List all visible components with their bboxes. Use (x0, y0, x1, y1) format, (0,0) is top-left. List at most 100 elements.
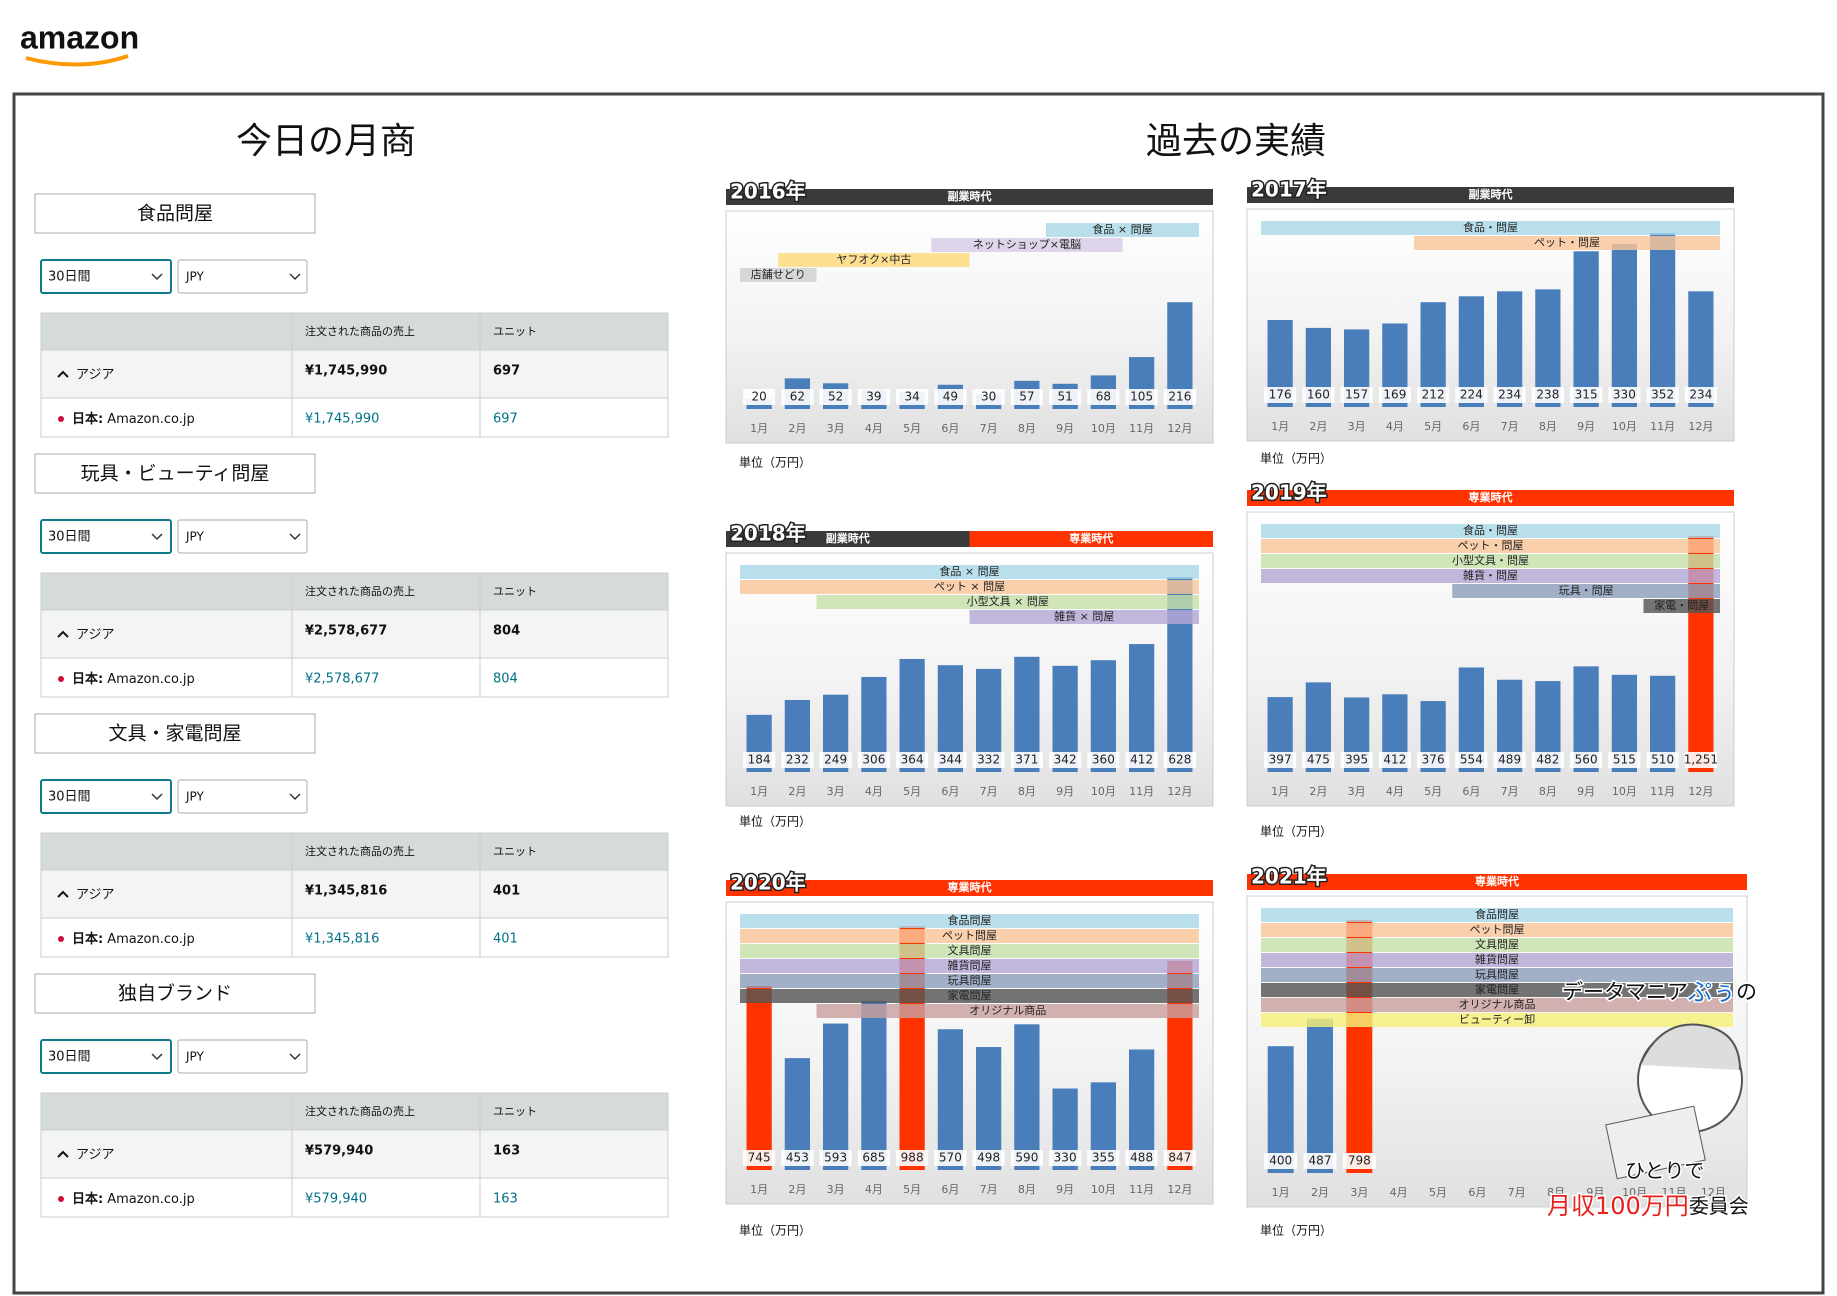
value-label: 371 (1015, 753, 1038, 767)
x-tick-label: 6月 (941, 422, 959, 435)
column-header: 注文された商品の売上 (305, 584, 415, 598)
x-tick-label: 11月 (1650, 420, 1675, 433)
bar (1611, 243, 1637, 407)
value-label: 232 (786, 753, 809, 767)
column-header: 注文された商品の売上 (305, 844, 415, 858)
bar (861, 1000, 887, 1170)
value-label: 397 (1269, 753, 1292, 767)
table-row (40, 349, 669, 399)
column-header: ユニット (493, 585, 537, 598)
chevron (289, 1053, 301, 1061)
card-name: 独自ブランド (118, 982, 232, 1005)
period-band (1261, 938, 1733, 952)
period-band (816, 595, 1199, 609)
period-label: 30日間 (48, 530, 91, 545)
period-band (1261, 923, 1733, 937)
value-label: 249 (824, 753, 847, 767)
value-label: 593 (824, 1151, 847, 1165)
value-label: 68 (1096, 390, 1111, 404)
x-tick-label: 4月 (865, 785, 883, 798)
currency-label: JPY (185, 1050, 205, 1064)
chevron (151, 533, 163, 541)
value-label-box (1264, 387, 1297, 403)
era-bar (1247, 874, 1747, 890)
market-name: Amazon.co.jp (107, 672, 195, 687)
period-band (969, 610, 1199, 624)
period-band-label: 玩具問屋 (948, 974, 992, 987)
value-label: 482 (1536, 753, 1559, 767)
value-label: 1,251 (1684, 753, 1718, 767)
unit-note: 単位（万円） (1260, 824, 1332, 839)
x-tick-label: 3月 (1350, 1186, 1368, 1199)
caret (57, 630, 69, 638)
table-header (40, 312, 669, 351)
card-name: 食品問屋 (137, 203, 213, 225)
value-label: 306 (862, 753, 885, 767)
x-tick-label: 10月 (1091, 1183, 1116, 1196)
x-tick-label: 11月 (1129, 785, 1154, 798)
x-tick-label: 1月 (1272, 1186, 1290, 1199)
table-row (40, 1177, 669, 1218)
bar (823, 1023, 849, 1170)
value-label-box (1417, 387, 1450, 403)
period-band-label: 家電問屋 (1475, 982, 1519, 996)
region-sales: ¥2,578,677 (305, 624, 387, 639)
card-name: 文具・家電問屋 (108, 723, 241, 745)
period-band (740, 974, 1199, 988)
period-band (740, 914, 1199, 928)
x-tick-label: 6月 (941, 785, 959, 798)
credit-part: の (1736, 980, 1757, 1004)
x-tick-label: 7月 (1501, 420, 1519, 433)
value-label-box (819, 752, 852, 768)
bar (1307, 1018, 1333, 1173)
x-tick-label: 8月 (1539, 785, 1557, 798)
value-label: 590 (1015, 1151, 1038, 1165)
period-band (1414, 236, 1720, 250)
value-label: 395 (1345, 753, 1368, 767)
period-select (40, 779, 172, 814)
x-tick-label: 3月 (827, 1183, 845, 1196)
value-label-box (1646, 752, 1679, 768)
card-name-box (34, 973, 316, 1014)
period-band-label: 食品・問屋 (1463, 220, 1518, 234)
unit-note: 単位（万円） (1260, 1223, 1332, 1238)
x-tick-label: 5月 (1429, 1186, 1447, 1199)
bar (1650, 233, 1676, 407)
value-label-box (934, 389, 967, 405)
bar (1267, 1046, 1294, 1173)
value-label-box (896, 389, 929, 405)
value-label-box (781, 752, 814, 768)
x-tick-label: 8月 (1018, 422, 1036, 435)
market-label: 日本: (72, 671, 103, 687)
credit-part: 委員会 (1689, 1194, 1749, 1218)
era-label: 副業時代 (826, 531, 870, 545)
value-label: 342 (1054, 753, 1077, 767)
era-label: 副業時代 (948, 189, 992, 203)
value-label-box (1340, 387, 1373, 403)
x-tick-label: 9月 (1586, 1186, 1604, 1199)
x-tick-label: 4月 (1386, 785, 1404, 798)
x-tick-label: 2月 (788, 1183, 806, 1196)
value-label-box (857, 389, 890, 405)
card-name: 玩具・ビューティ問屋 (81, 463, 270, 485)
value-label-box (743, 389, 776, 405)
table-row (40, 657, 669, 698)
column-header: ユニット (493, 845, 537, 858)
market-units: 697 (493, 412, 518, 427)
market-sales: ¥579,940 (305, 1192, 367, 1207)
period-band-label: 家電・問屋 (1654, 598, 1709, 612)
value-label-box (743, 752, 776, 768)
era-bar (726, 531, 970, 547)
value-label-box (1417, 752, 1450, 768)
value-label-box (1163, 389, 1196, 405)
x-tick-label: 6月 (941, 1183, 959, 1196)
period-band (740, 929, 1199, 943)
currency-label: JPY (185, 530, 205, 544)
market-sales: ¥2,578,677 (305, 672, 379, 687)
region-sales: ¥1,345,816 (305, 884, 387, 899)
x-tick-label: 5月 (903, 422, 921, 435)
unit-note: 単位（万円） (739, 814, 811, 829)
period-band-label: 食品問屋 (1475, 907, 1519, 921)
value-label: 489 (1498, 753, 1521, 767)
period-band-label: 店舗せどり (751, 267, 806, 281)
